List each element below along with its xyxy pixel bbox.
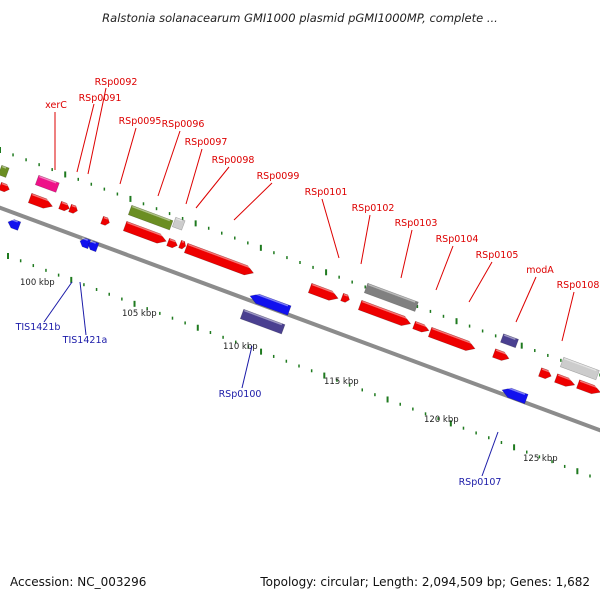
leader-line [469,262,492,302]
kbp-label: 105 kbp [122,309,157,319]
leader-line [242,346,252,388]
leader-line [562,292,574,341]
gene-features [0,165,600,403]
forward-gene-label[interactable]: modA [526,265,554,276]
kbp-label: 125 kbp [523,454,558,464]
forward-gene[interactable] [28,193,54,211]
leader-line [234,183,272,220]
kbp-label: 100 kbp [20,278,55,288]
accession-text: Accession: NC_003296 [10,575,146,589]
forward-gene[interactable] [428,327,476,353]
slate-feature[interactable] [500,334,518,348]
forward-gene-label[interactable]: RSp0095 [119,116,162,127]
forward-gene[interactable] [308,283,340,303]
forward-gene[interactable] [576,380,600,397]
forward-gene-label[interactable]: xerC [45,100,67,111]
forward-gene[interactable] [101,216,111,226]
forward-gene[interactable] [554,374,576,389]
magenta-feature[interactable] [35,175,59,192]
leader-line [77,104,94,172]
leader-line [436,246,453,290]
kbp-label: 115 kbp [324,377,359,387]
leader-line [158,131,180,196]
leader-line [80,282,86,335]
leader-line [322,199,339,258]
olive-feature[interactable] [0,165,9,177]
forward-gene-label[interactable]: RSp0102 [352,203,395,214]
reverse-gene-label[interactable]: TIS1421b [15,322,61,333]
reverse-gene-label[interactable]: TIS1421a [62,335,108,346]
forward-gene[interactable] [0,182,11,193]
forward-gene-label[interactable]: RSp0103 [395,218,438,229]
forward-gene[interactable] [341,293,351,303]
leader-line [120,128,136,184]
genome-map-view: Ralstonia solanacearum GMI1000 plasmid p… [0,0,600,600]
forward-gene[interactable] [413,321,431,334]
plasmid-backbone [0,204,600,434]
forward-gene[interactable] [492,349,510,363]
reverse-gene-label[interactable]: RSp0100 [219,389,262,400]
tick-marks [0,147,600,478]
gene-labels: xerC RSp0091 RSp0092 RSp0095 RSp0096 RSp0097 R… [15,77,600,488]
kbp-label: 110 kbp [223,342,258,352]
forward-gene-label[interactable]: RSp0091 [79,93,122,104]
leader-line [44,282,72,322]
forward-gene-label[interactable]: RSp0096 [162,119,205,130]
forward-gene-label[interactable]: RSp0108 [557,280,600,291]
genome-summary-text: Topology: circular; Length: 2,094,509 bp… [259,575,590,589]
forward-gene-label[interactable]: RSp0101 [305,187,348,198]
leader-line [516,277,536,322]
leader-line [196,167,229,208]
forward-gene-label[interactable]: RSp0092 [95,77,138,88]
forward-gene-label[interactable]: RSp0097 [185,137,228,148]
forward-gene[interactable] [69,204,79,214]
grey-feature[interactable] [560,357,599,380]
genome-map: Ralstonia solanacearum GMI1000 plasmid p… [0,0,600,600]
forward-gene-label[interactable]: RSp0098 [212,155,255,166]
leader-line [401,230,412,278]
forward-gene[interactable] [167,238,179,249]
forward-gene[interactable] [538,368,552,381]
forward-gene-label[interactable]: RSp0104 [436,234,479,245]
leader-line [482,432,498,476]
forward-gene-label[interactable]: RSp0105 [476,250,519,261]
leader-line [186,149,202,204]
leader-line [361,215,370,264]
forward-gene[interactable] [184,243,255,277]
kbp-label: 120 kbp [424,415,459,425]
reverse-gene-label[interactable]: RSp0107 [459,477,502,488]
reverse-gene[interactable] [6,218,20,231]
forward-gene-label[interactable]: RSp0099 [257,171,300,182]
map-title: Ralstonia solanacearum GMI1000 plasmid p… [102,11,498,25]
